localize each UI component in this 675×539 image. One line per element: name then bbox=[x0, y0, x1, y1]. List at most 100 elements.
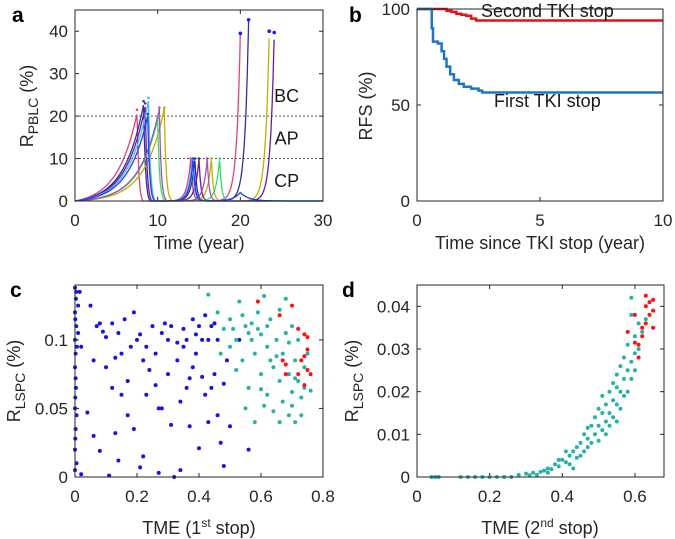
scatter-point bbox=[629, 376, 634, 381]
y-tick-label: 0.1 bbox=[44, 331, 68, 350]
x-tick-label: 0.2 bbox=[478, 487, 502, 506]
y-tick-label: 0 bbox=[59, 192, 68, 211]
scatter-point bbox=[79, 344, 84, 349]
scatter-point bbox=[651, 297, 656, 302]
scatter-point bbox=[607, 411, 612, 415]
peak-marker bbox=[142, 99, 145, 103]
peak-marker bbox=[267, 29, 272, 34]
scatter-point bbox=[589, 423, 594, 428]
scatter-point bbox=[259, 332, 263, 337]
scatter-point bbox=[607, 389, 612, 394]
scatter-point bbox=[302, 385, 307, 390]
scatter-point bbox=[184, 385, 189, 390]
y-tick-label: 10 bbox=[49, 150, 68, 169]
scatter-point bbox=[141, 454, 146, 459]
scatter-point bbox=[636, 355, 641, 360]
scatter-point bbox=[593, 432, 597, 437]
peak-marker bbox=[158, 106, 161, 109]
scatter-point bbox=[97, 448, 102, 453]
scatter-point bbox=[141, 358, 146, 363]
scatter-point bbox=[556, 457, 561, 462]
panel-d-xlabel: TME (2nd stop) bbox=[481, 516, 598, 538]
scatter-point bbox=[625, 342, 630, 347]
peak-marker bbox=[197, 157, 201, 160]
region-label-bc: BC bbox=[274, 86, 299, 106]
scatter-point bbox=[76, 331, 81, 335]
x-tick-label: 0.8 bbox=[311, 487, 335, 506]
scatter-point bbox=[296, 372, 301, 377]
x-tick-label: 0.4 bbox=[550, 487, 574, 506]
scatter-point bbox=[166, 337, 170, 342]
scatter-point bbox=[556, 464, 561, 469]
scatter-point bbox=[549, 467, 554, 472]
scatter-point bbox=[290, 390, 294, 394]
scatter-point bbox=[299, 413, 304, 418]
panel-label-b: b bbox=[349, 4, 362, 27]
scatter-point bbox=[113, 431, 118, 436]
scatter-point bbox=[651, 308, 656, 313]
scatter-point bbox=[97, 321, 102, 326]
panel-b-ylabel: RFS (%) bbox=[356, 72, 376, 141]
x-tick-label: 0 bbox=[412, 211, 421, 230]
scatter-point bbox=[221, 326, 226, 331]
scatter-point bbox=[290, 324, 294, 329]
scatter-point bbox=[73, 376, 78, 381]
scatter-point bbox=[268, 317, 273, 322]
scatter-point bbox=[600, 393, 605, 398]
scatter-point bbox=[79, 472, 84, 477]
scatter-point bbox=[128, 344, 133, 349]
x-tick-label: 0.6 bbox=[623, 487, 647, 506]
scatter-point bbox=[585, 425, 590, 430]
scatter-point bbox=[169, 324, 174, 329]
scatter-point bbox=[603, 419, 608, 424]
scatter-point bbox=[184, 337, 189, 342]
scatter-point bbox=[218, 440, 223, 445]
km-curve-first-stop bbox=[417, 7, 663, 94]
scatter-point bbox=[571, 449, 576, 454]
scatter-point bbox=[234, 368, 239, 372]
scatter-point bbox=[618, 364, 623, 369]
series-label-first-stop: First TKI stop bbox=[494, 91, 601, 111]
scatter-series-red bbox=[625, 293, 656, 360]
scatter-point bbox=[625, 329, 630, 334]
panel-label-a: a bbox=[12, 4, 24, 27]
scatter-point bbox=[91, 358, 96, 363]
scatter-point bbox=[640, 329, 645, 334]
scatter-point bbox=[131, 427, 136, 431]
scatter-point bbox=[596, 406, 601, 411]
panel-c-xlabel: TME (1st stop) bbox=[142, 516, 255, 538]
scatter-point bbox=[153, 383, 158, 388]
scatter-point bbox=[249, 337, 254, 342]
scatter-point bbox=[647, 312, 652, 317]
panel-c-frame bbox=[74, 284, 324, 478]
scatter-point bbox=[243, 406, 248, 411]
scatter-point bbox=[280, 399, 285, 404]
scatter-point bbox=[178, 468, 183, 473]
scatter-point bbox=[643, 293, 648, 298]
scatter-point bbox=[625, 368, 630, 373]
scatter-point bbox=[228, 424, 232, 429]
scatter-point bbox=[122, 317, 127, 322]
series-line-3 bbox=[75, 39, 275, 202]
scatter-point bbox=[299, 358, 304, 363]
scatter-point bbox=[156, 470, 161, 475]
scatter-point bbox=[632, 312, 637, 317]
scatter-point bbox=[138, 332, 143, 337]
scatter-point bbox=[280, 351, 285, 356]
scatter-point bbox=[567, 453, 572, 458]
series-label-second-stop: Second TKI stop bbox=[481, 1, 614, 21]
peak-marker bbox=[143, 102, 147, 105]
scatter-point bbox=[299, 395, 304, 400]
panel-d-ylabel: RLSPC (%) bbox=[342, 340, 366, 423]
scatter-point bbox=[200, 337, 205, 342]
scatter-point bbox=[596, 423, 601, 428]
peak-marker bbox=[205, 157, 209, 160]
scatter-point bbox=[159, 406, 164, 411]
region-label-ap: AP bbox=[275, 128, 299, 148]
scatter-point bbox=[622, 376, 626, 381]
y-tick-label: 30 bbox=[49, 65, 68, 84]
y-tick-label: 0.03 bbox=[377, 340, 410, 359]
scatter-point bbox=[113, 355, 118, 360]
scatter-point bbox=[212, 372, 217, 377]
scatter-point bbox=[234, 337, 239, 342]
